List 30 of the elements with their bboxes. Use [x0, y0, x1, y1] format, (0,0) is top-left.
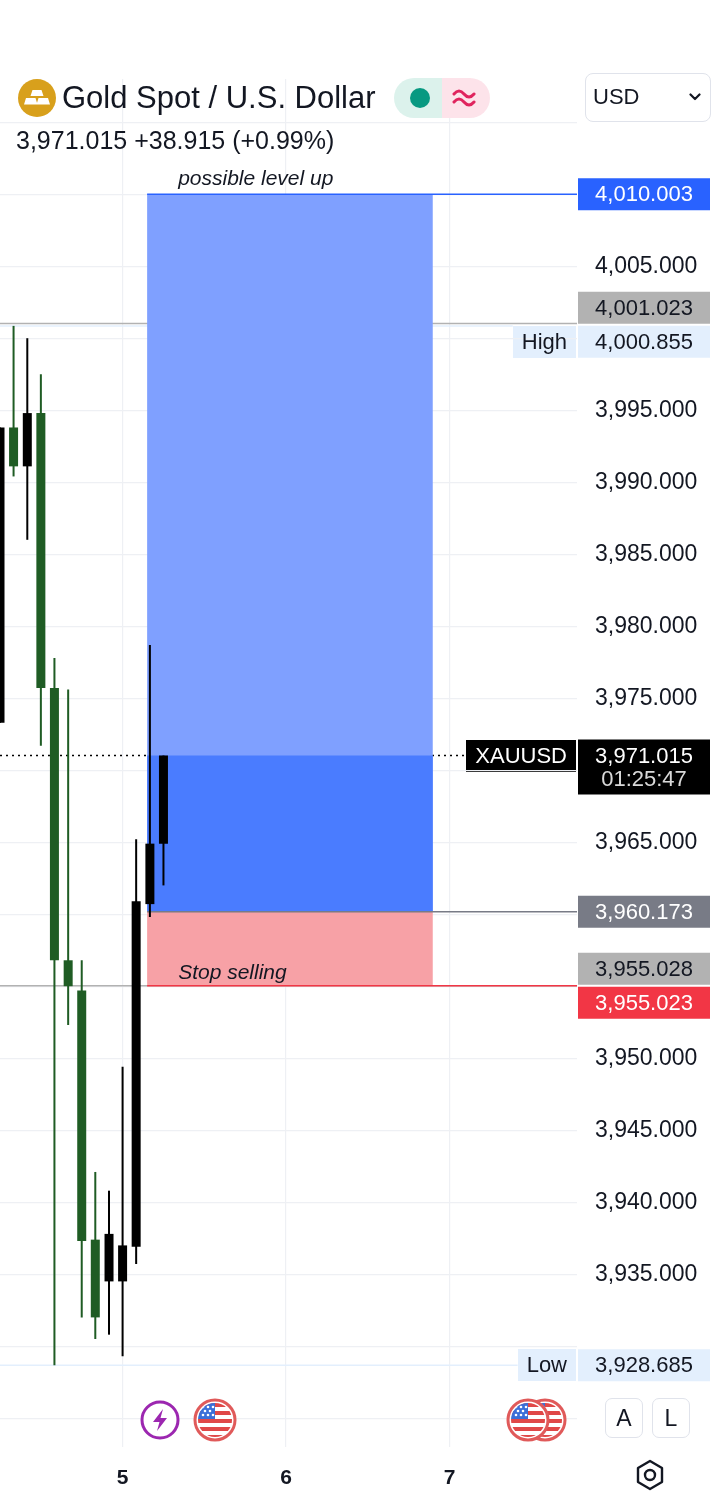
y-tick-label: 3,945.000 [595, 1115, 698, 1142]
chart-title: Gold Spot / U.S. Dollar [62, 79, 376, 117]
y-tick-label: 4,005.000 [595, 251, 698, 278]
y-axis-title: USD [593, 84, 640, 110]
text: 3,971.015 +38.915 (+0.99%) [16, 125, 335, 156]
y-tick-label: 3,935.000 [595, 1259, 698, 1286]
x-tick-label: 5 [116, 1465, 129, 1489]
ref-line-label: 3,955.028 [595, 955, 693, 981]
ref-line-label: 3,960.173 [595, 898, 693, 924]
ref-line-label: 4,010.003 [595, 181, 693, 207]
y-tick-label: 3,985.000 [595, 539, 698, 566]
y-tick-label: 3,980.000 [595, 611, 698, 638]
ref-line-label: 4,001.023 [595, 294, 693, 320]
band-label: possible level up [177, 166, 334, 190]
y-tick-label: 3,950.000 [595, 1043, 698, 1070]
y-tick-label: 3,975.000 [595, 683, 698, 710]
ref-line-label: High 4,000.855 [521, 328, 693, 354]
ref-line-label: XAUUSD 3,971.015 [475, 742, 693, 768]
ref-line-label: Low 3,928.685 [526, 1352, 693, 1378]
toggle-button: A [605, 1398, 643, 1438]
y-tick-label: 3,990.000 [595, 467, 698, 494]
toggle-button: L [652, 1398, 690, 1438]
ref-line-label: 3,955.023 [595, 989, 693, 1015]
y-tick-label: 3,995.000 [595, 395, 698, 422]
x-tick-label: 7 [443, 1465, 456, 1489]
text: 01:25:47 [601, 765, 687, 791]
band-label: Stop selling [178, 959, 288, 983]
x-tick-label: 6 [280, 1465, 292, 1489]
y-tick-label: 3,965.000 [595, 827, 698, 854]
y-tick-label: 3,940.000 [595, 1187, 698, 1214]
